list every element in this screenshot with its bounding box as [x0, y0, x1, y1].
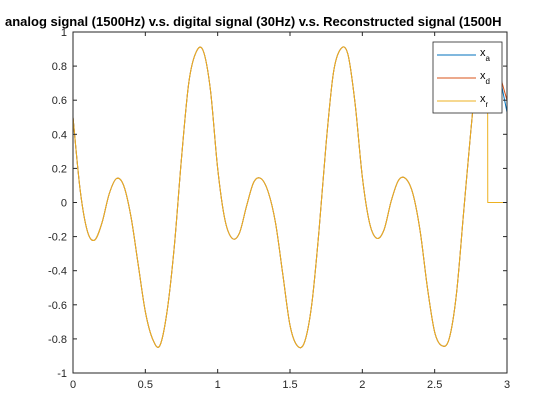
legend-label-base: x: [480, 47, 486, 59]
x-tick-label: 0.5: [138, 379, 153, 391]
x-tick-label: 3: [504, 379, 510, 391]
chart-title: analog signal (1500Hz) v.s. digital sign…: [5, 14, 502, 29]
legend-label-x_r: xr: [480, 93, 489, 109]
legend-label-base: x: [480, 93, 486, 105]
legend-label-x_d: xd: [480, 70, 490, 86]
x-tick-label: 2: [359, 379, 365, 391]
y-tick-label: -0.6: [48, 300, 67, 312]
y-tick-label: 0.2: [52, 163, 67, 175]
series-line-x_r: [73, 46, 507, 349]
x-axis: 0 0.5 1 1.5 2 2.5 3: [70, 32, 510, 391]
x-tick-label: 2.5: [427, 379, 442, 391]
y-tick-label: -0.2: [48, 232, 67, 244]
y-tick-label: 0.6: [52, 95, 67, 107]
series-group: [73, 46, 507, 349]
legend-label-subscript: d: [486, 77, 490, 86]
y-tick-label: -0.4: [48, 266, 67, 278]
y-tick-label: -0.8: [48, 334, 67, 346]
x-tick-label: 1.5: [282, 379, 297, 391]
legend-label-subscript: a: [486, 54, 491, 63]
y-tick-label: 1: [61, 27, 67, 39]
y-tick-label: 0.8: [52, 61, 67, 73]
x-tick-label: 0: [70, 379, 76, 391]
legend-label-base: x: [480, 70, 486, 82]
y-tick-label: 0.4: [52, 129, 67, 141]
legend-label-subscript: r: [486, 100, 489, 109]
legend-label-x_a: xa: [480, 47, 491, 63]
y-tick-label: 0: [61, 198, 67, 210]
y-tick-label: -1: [57, 368, 67, 380]
x-tick-label: 1: [215, 379, 221, 391]
y-axis: -1 -0.8 -0.6 -0.4 -0.2 0 0.2 0.4 0.6 0.8 1: [48, 27, 507, 380]
